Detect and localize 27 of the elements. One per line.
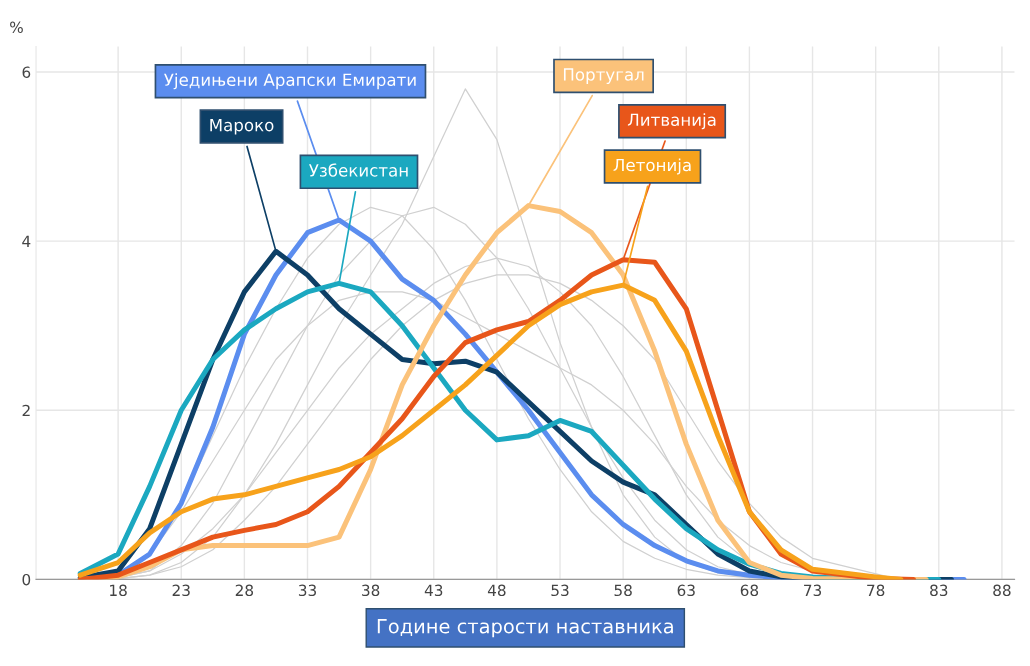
x-tick-label: 73 [804, 584, 822, 597]
text: Узбекистан [309, 163, 408, 177]
text: Мароко [210, 118, 274, 135]
text: Литванија [627, 113, 716, 130]
x-tick-label: 53 [551, 584, 569, 597]
y-tick-label: 0 [22, 573, 31, 586]
y-tick-label: 4 [22, 235, 31, 247]
x-tick-label: 33 [298, 584, 316, 597]
x-tick-label: 18 [110, 584, 127, 597]
x-tick-label: 28 [235, 584, 254, 597]
x-tick-label: 78 [867, 584, 885, 597]
y-axis-title: % [10, 21, 23, 33]
text: Летонија [613, 158, 691, 175]
x-tick-label: 63 [677, 584, 695, 597]
x-tick-label: 68 [740, 584, 759, 597]
x-tick-label: 58 [614, 584, 632, 597]
x-tick-label: 43 [424, 584, 443, 597]
x-tick-label: 88 [993, 584, 1011, 597]
text: Уједињени Арапски Емирати [164, 73, 416, 90]
y-tick-label: 6 [22, 66, 31, 79]
x-tick-label: 38 [362, 584, 380, 597]
y-tick-label: 2 [22, 404, 30, 417]
x-tick-label: 48 [487, 584, 506, 597]
x-axis-title: Године старости наставника [377, 619, 673, 638]
text: Португал [563, 68, 644, 84]
x-tick-label: 23 [172, 584, 190, 597]
x-tick-label: 83 [930, 584, 948, 597]
